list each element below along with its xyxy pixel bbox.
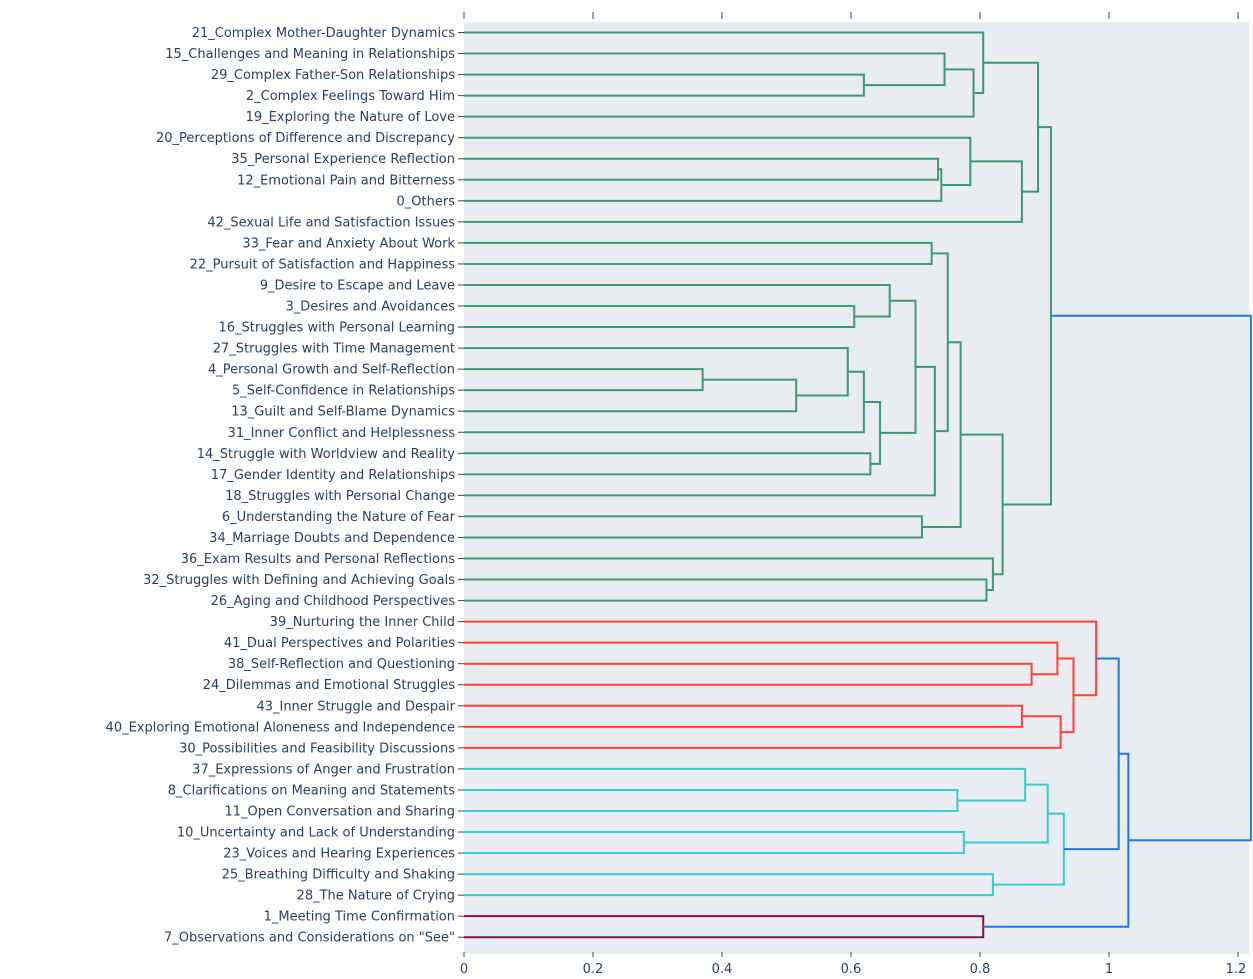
leaf-label: 38_Self-Reflection and Questioning	[228, 657, 455, 672]
x-tick-label: 1	[1105, 962, 1113, 977]
leaf-label: 4_Personal Growth and Self-Reflection	[208, 363, 455, 378]
leaf-label: 37_Expressions of Anger and Frustration	[192, 762, 455, 777]
leaf-label: 31_Inner Conflict and Helplessness	[228, 426, 456, 441]
leaf-label: 21_Complex Mother-Daughter Dynamics	[192, 26, 456, 41]
leaf-label: 41_Dual Perspectives and Polarities	[224, 636, 455, 651]
leaf-label: 1_Meeting Time Confirmation	[264, 910, 455, 925]
leaf-label: 14_Struggle with Worldview and Reality	[197, 447, 456, 462]
leaf-label: 43_Inner Struggle and Despair	[256, 699, 455, 714]
leaf-label: 42_Sexual Life and Satisfaction Issues	[207, 215, 455, 230]
link-m37	[963, 783, 1049, 844]
leaf-label: 7_Observations and Considerations on "Se…	[164, 931, 455, 946]
leaf-label: 40_Exploring Emotional Aloneness and Ind…	[106, 720, 455, 735]
leaf-label: 23_Voices and Hearing Experiences	[223, 847, 455, 862]
leaf-label: 30_Possibilities and Feasibility Discuss…	[179, 741, 455, 756]
leaf-label: 39_Nurturing the Inner Child	[270, 615, 455, 630]
x-tick-label: 0.8	[970, 962, 991, 977]
leaf-label: 28_The Nature of Crying	[297, 889, 455, 904]
x-tick-label: 1.2	[1226, 962, 1247, 977]
x-axis: 0 0.2 0.4 0.6 0.8 1 1.2	[460, 12, 1246, 977]
leaf-label: 22_Pursuit of Satisfaction and Happiness	[190, 257, 456, 272]
leaf-label: 25_Breathing Difficulty and Shaking	[222, 868, 455, 883]
leaf-label: 16_Struggles with Personal Learning	[218, 321, 455, 336]
leaf-label: 10_Uncertainty and Lack of Understanding	[177, 826, 455, 841]
leaf-label: 26_Aging and Childhood Perspectives	[211, 594, 456, 609]
leaf-label: 15_Challenges and Meaning in Relationshi…	[165, 47, 455, 62]
x-tick-label: 0.4	[712, 962, 733, 977]
link-m30	[464, 704, 1023, 728]
leaf-label: 12_Emotional Pain and Bitterness	[237, 173, 455, 188]
link-m8	[464, 160, 1023, 223]
leaf-label: 3_Desires and Avoidances	[286, 300, 456, 315]
leaf-label: 6_Understanding the Nature of Fear	[222, 510, 456, 525]
leaf-label: 24_Dilemmas and Emotional Struggles	[203, 678, 456, 693]
leaf-labels: 21_Complex Mother-Daughter Dynamics 15_Ch…	[106, 26, 464, 946]
x-tick-label: 0.2	[583, 962, 604, 977]
leaf-label: 11_Open Conversation and Sharing	[225, 804, 455, 819]
leaf-label: 17_Gender Identity and Relationships	[211, 468, 455, 483]
dendrogram-links	[464, 31, 1252, 939]
leaf-label: 35_Personal Experience Reflection	[231, 152, 455, 167]
leaf-label: 18_Struggles with Personal Change	[225, 489, 455, 504]
leaf-label: 9_Desire to Escape and Leave	[260, 278, 455, 293]
leaf-label: 34_Marriage Doubts and Dependence	[209, 531, 455, 546]
plot-background	[464, 22, 1249, 954]
leaf-label: 0_Others	[397, 194, 456, 209]
leaf-label: 13_Guilt and Self-Blame Dynamics	[231, 405, 455, 420]
leaf-label: 8_Clarifications on Meaning and Statemen…	[168, 783, 455, 798]
leaf-label: 33_Fear and Anxiety About Work	[242, 236, 455, 251]
leaf-label: 36_Exam Results and Personal Reflections	[181, 552, 455, 567]
leaf-label: 19_Exploring the Nature of Love	[246, 110, 455, 125]
x-tick-label: 0	[460, 962, 468, 977]
link-m43	[1050, 314, 1252, 842]
leaf-label: 32_Struggles with Defining and Achieving…	[143, 573, 455, 588]
leaf-label: 5_Self-Confidence in Relationships	[232, 384, 455, 399]
leaf-label: 27_Struggles with Time Management	[213, 342, 455, 357]
leaf-label: 29_Complex Father-Son Relationships	[211, 68, 455, 83]
leaf-label: 2_Complex Feelings Toward Him	[246, 89, 455, 104]
x-tick-label: 0.6	[841, 962, 862, 977]
leaf-label: 20_Perceptions of Difference and Discrep…	[156, 131, 455, 146]
